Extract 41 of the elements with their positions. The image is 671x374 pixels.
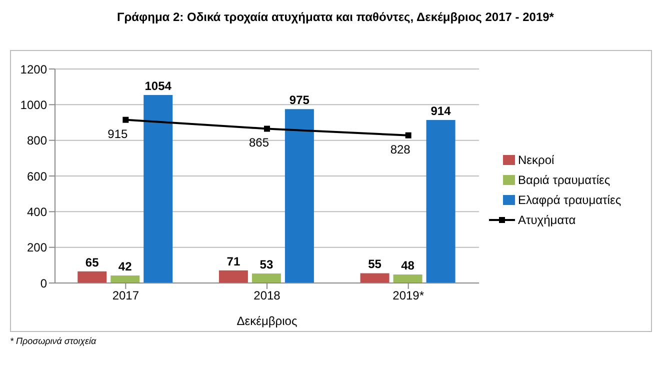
bar [252,274,281,283]
bar [218,270,248,283]
legend-label: Ελαφρά τραυματίες [518,193,622,207]
legend-label: Ατυχήματα [518,213,576,227]
y-tick-label: 800 [26,134,48,148]
x-tick-label: 2019* [392,288,424,303]
data-label: 975 [289,93,310,108]
text: * Προσωρινά στοιχεία [10,336,98,346]
data-label: 53 [260,258,274,272]
data-label: 42 [118,260,132,274]
legend-label: Βαριά τραυματίες [518,173,610,187]
point [405,132,412,138]
point [122,116,129,123]
bar [110,276,140,283]
bar [284,109,314,283]
x-tick-label: 2018 [254,288,281,303]
data-label: 48 [401,258,415,272]
y-tick-label: 200 [26,240,48,255]
bar [78,271,107,283]
y-tick-label: 0 [40,276,48,290]
data-label: 915 [108,126,128,141]
bar [393,274,422,283]
bar [360,273,390,283]
data-label: 1054 [144,79,172,94]
data-label: 65 [85,255,100,270]
y-tick-label: 600 [26,169,48,184]
bar [144,95,173,283]
y-tick-label: 1000 [20,98,48,112]
x-tick-label: 2017 [112,288,140,303]
y-tick-label: 400 [26,204,48,219]
legend-label: Νεκροί [518,153,554,167]
data-label: 71 [226,254,240,268]
bar [426,120,456,283]
data-label: 865 [248,136,270,150]
x-axis-title: Δεκέμβριος [236,314,298,328]
data-label: 828 [390,142,411,156]
y-tick-label: 1200 [20,62,48,76]
data-label: 914 [430,104,452,118]
point [264,126,270,132]
data-label: 55 [368,257,382,272]
chart-title: Γράφημα 2: Οδικά τροχαία ατυχήματα και παθόντες, Δεκέμβριος 2017 - 2019* [116,9,555,26]
